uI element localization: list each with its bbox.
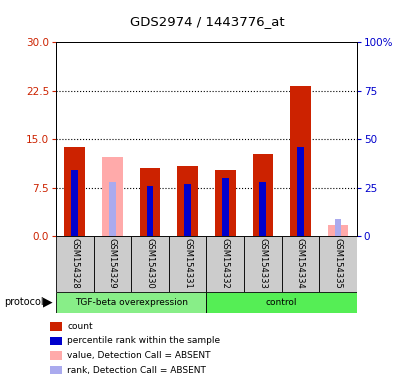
Bar <box>206 236 244 292</box>
Bar <box>94 236 131 292</box>
Bar <box>169 236 206 292</box>
Text: GSM154328: GSM154328 <box>70 238 79 289</box>
Text: GDS2974 / 1443776_at: GDS2974 / 1443776_at <box>130 15 285 28</box>
Bar <box>244 236 282 292</box>
Text: protocol: protocol <box>4 297 44 308</box>
Text: GSM154335: GSM154335 <box>334 238 343 289</box>
Text: value, Detection Call = ABSENT: value, Detection Call = ABSENT <box>67 351 211 360</box>
Bar <box>56 236 94 292</box>
Text: GSM154331: GSM154331 <box>183 238 192 289</box>
Text: GSM154332: GSM154332 <box>221 238 230 289</box>
Bar <box>206 292 357 313</box>
Bar <box>282 236 319 292</box>
Bar <box>140 168 160 236</box>
Bar <box>64 147 85 236</box>
Bar <box>71 170 78 236</box>
Text: count: count <box>67 322 93 331</box>
Bar <box>335 219 342 236</box>
Text: GSM154330: GSM154330 <box>146 238 154 289</box>
Text: ▶: ▶ <box>43 296 53 309</box>
Bar <box>184 184 191 236</box>
Bar <box>56 292 206 313</box>
Bar <box>222 178 229 236</box>
Bar <box>319 236 357 292</box>
Bar <box>146 186 154 236</box>
Bar <box>109 182 116 236</box>
Bar <box>131 236 169 292</box>
Text: GSM154334: GSM154334 <box>296 238 305 289</box>
Bar <box>215 170 236 236</box>
Bar <box>328 225 349 236</box>
Text: control: control <box>266 298 298 307</box>
Bar <box>177 166 198 236</box>
Text: GSM154329: GSM154329 <box>108 238 117 288</box>
Bar <box>297 147 304 236</box>
Bar <box>253 154 273 236</box>
Text: percentile rank within the sample: percentile rank within the sample <box>67 336 220 346</box>
Bar <box>102 157 123 236</box>
Text: GSM154333: GSM154333 <box>259 238 267 289</box>
Text: rank, Detection Call = ABSENT: rank, Detection Call = ABSENT <box>67 366 206 375</box>
Bar <box>259 182 266 236</box>
Text: TGF-beta overexpression: TGF-beta overexpression <box>75 298 188 307</box>
Bar <box>290 86 311 236</box>
